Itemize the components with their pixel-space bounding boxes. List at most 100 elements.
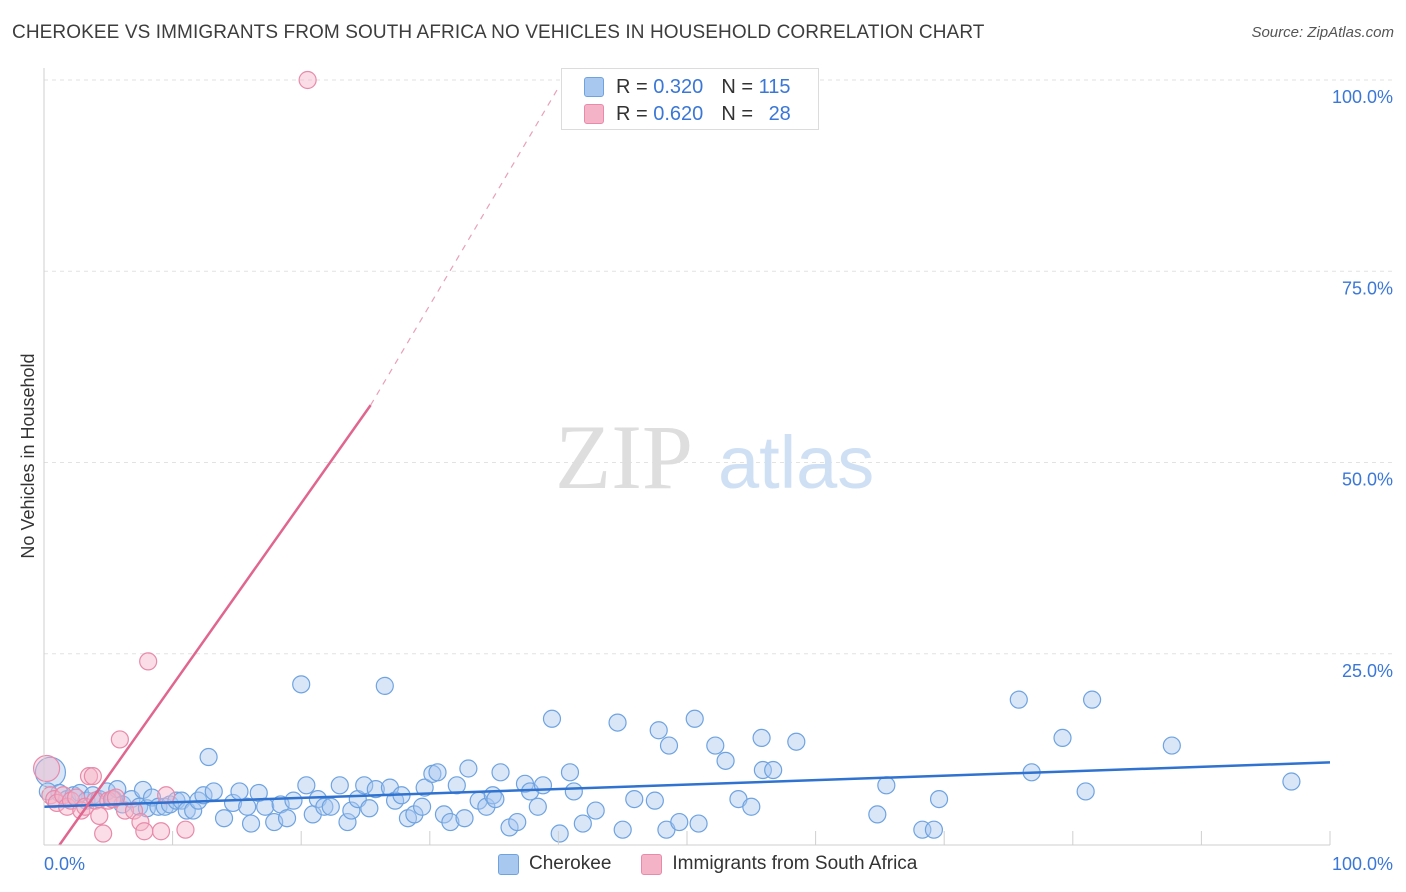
point-cherokee (753, 760, 772, 780)
point-cherokee (613, 820, 632, 839)
x-tick-label: 0.0% (44, 854, 85, 874)
legend-r-value: 0.620 (653, 102, 704, 125)
point-south-africa (151, 822, 171, 841)
point-cherokee (649, 721, 668, 740)
point-cherokee (441, 812, 460, 832)
axes: 100.0% 75.0% 50.0% 25.0% 0.0% 100.0% (43, 68, 1393, 874)
watermark-atlas: atlas (718, 421, 874, 504)
point-cherokee (533, 776, 553, 795)
legend-swatch-south-africa (584, 104, 604, 124)
legend-r-label: R = (616, 75, 654, 98)
point-cherokee (194, 786, 213, 805)
point-cherokee (1282, 772, 1301, 791)
point-cherokee (877, 776, 896, 795)
point-south-africa (139, 652, 158, 671)
point-cherokee (447, 776, 466, 795)
legend-label: Cherokee (529, 853, 612, 874)
source-label: Source: ZipAtlas.com (1251, 24, 1394, 41)
trend-line-south-africa (58, 404, 372, 846)
legend-swatch-cherokee (584, 77, 604, 97)
point-south-africa (32, 754, 61, 783)
point-cherokee (277, 809, 297, 828)
point-cherokee (929, 789, 949, 809)
point-cherokee (586, 801, 605, 820)
point-cherokee (508, 812, 527, 832)
point-south-africa (298, 70, 317, 90)
point-cherokee (256, 797, 275, 816)
trend-line-south-africa-extension (370, 87, 559, 406)
point-cherokee (486, 789, 505, 809)
y-tick-label: 100.0% (1332, 87, 1393, 107)
y-axis-label: No Vehicles in Household (18, 353, 38, 558)
legend-n-value: 115 (758, 75, 791, 98)
point-cherokee (924, 820, 944, 839)
point-cherokee (670, 812, 689, 832)
point-cherokee (742, 797, 761, 816)
point-cherokee (412, 797, 432, 816)
point-cherokee (1053, 728, 1072, 748)
point-cherokee (330, 776, 349, 795)
legend-n-label: N = (721, 75, 759, 98)
point-cherokee (1076, 782, 1095, 801)
y-tick-label: 50.0% (1342, 470, 1393, 490)
watermark-zip: ZIP (555, 406, 693, 508)
legend-item-south-africa: Immigrants from South Africa (641, 853, 917, 875)
point-south-africa (94, 824, 113, 843)
legend-r-label: R = (616, 102, 654, 125)
legend-item-cherokee: Cherokee (498, 853, 611, 875)
point-cherokee (659, 736, 679, 755)
point-cherokee (573, 814, 592, 833)
watermark: ZIP atlas (555, 406, 874, 508)
point-cherokee (787, 732, 806, 751)
point-cherokee (342, 801, 361, 820)
point-cherokee (223, 793, 243, 813)
point-cherokee (689, 814, 708, 833)
point-south-africa (83, 767, 102, 786)
point-cherokee (405, 805, 424, 824)
legend-n-label: N = (721, 102, 759, 125)
point-cherokee (550, 824, 569, 843)
point-cherokee (491, 763, 510, 782)
point-cherokee (204, 782, 223, 801)
point-south-africa (131, 812, 150, 832)
point-cherokee (366, 780, 385, 799)
legend-row-cherokee: R = 0.320 N = 115 (584, 74, 790, 100)
point-south-africa (124, 801, 144, 820)
point-south-africa (79, 767, 99, 786)
point-south-africa (106, 788, 126, 807)
point-cherokee (338, 812, 357, 832)
point-cherokee (214, 809, 234, 828)
legend-label: Immigrants from South Africa (672, 853, 918, 874)
point-cherokee (685, 709, 704, 728)
point-cherokee (608, 713, 627, 732)
series-legend: Cherokee Immigrants from South Africa (498, 851, 947, 877)
point-cherokee (241, 814, 261, 833)
point-cherokee (230, 782, 249, 801)
y-tick-label: 75.0% (1342, 278, 1393, 298)
trend-lines (43, 87, 1331, 846)
point-cherokee (752, 728, 771, 748)
point-cherokee (360, 799, 379, 818)
point-cherokee (625, 789, 644, 809)
point-south-africa (90, 806, 109, 826)
correlation-legend: R = 0.320 N = 115 R = 0.620 N = 28 (561, 68, 819, 130)
point-cherokee (428, 763, 447, 782)
legend-row-south-africa: R = 0.620 N = 28 (584, 101, 791, 127)
point-cherokee (706, 736, 725, 755)
point-cherokee (564, 782, 583, 801)
point-cherokee (764, 760, 783, 780)
chart-title: CHEROKEE VS IMMIGRANTS FROM SOUTH AFRICA… (12, 22, 985, 43)
point-cherokee (459, 759, 478, 778)
grid-lines (44, 79, 1394, 655)
point-south-africa (176, 820, 195, 839)
legend-swatch (498, 853, 519, 875)
point-cherokee (297, 776, 316, 795)
y-tick-label: 25.0% (1342, 661, 1393, 681)
point-cherokee (238, 797, 257, 816)
point-cherokee (1082, 690, 1102, 709)
point-cherokee (455, 809, 474, 828)
point-cherokee (528, 797, 547, 816)
point-cherokee (292, 675, 311, 694)
point-south-africa (110, 730, 129, 749)
